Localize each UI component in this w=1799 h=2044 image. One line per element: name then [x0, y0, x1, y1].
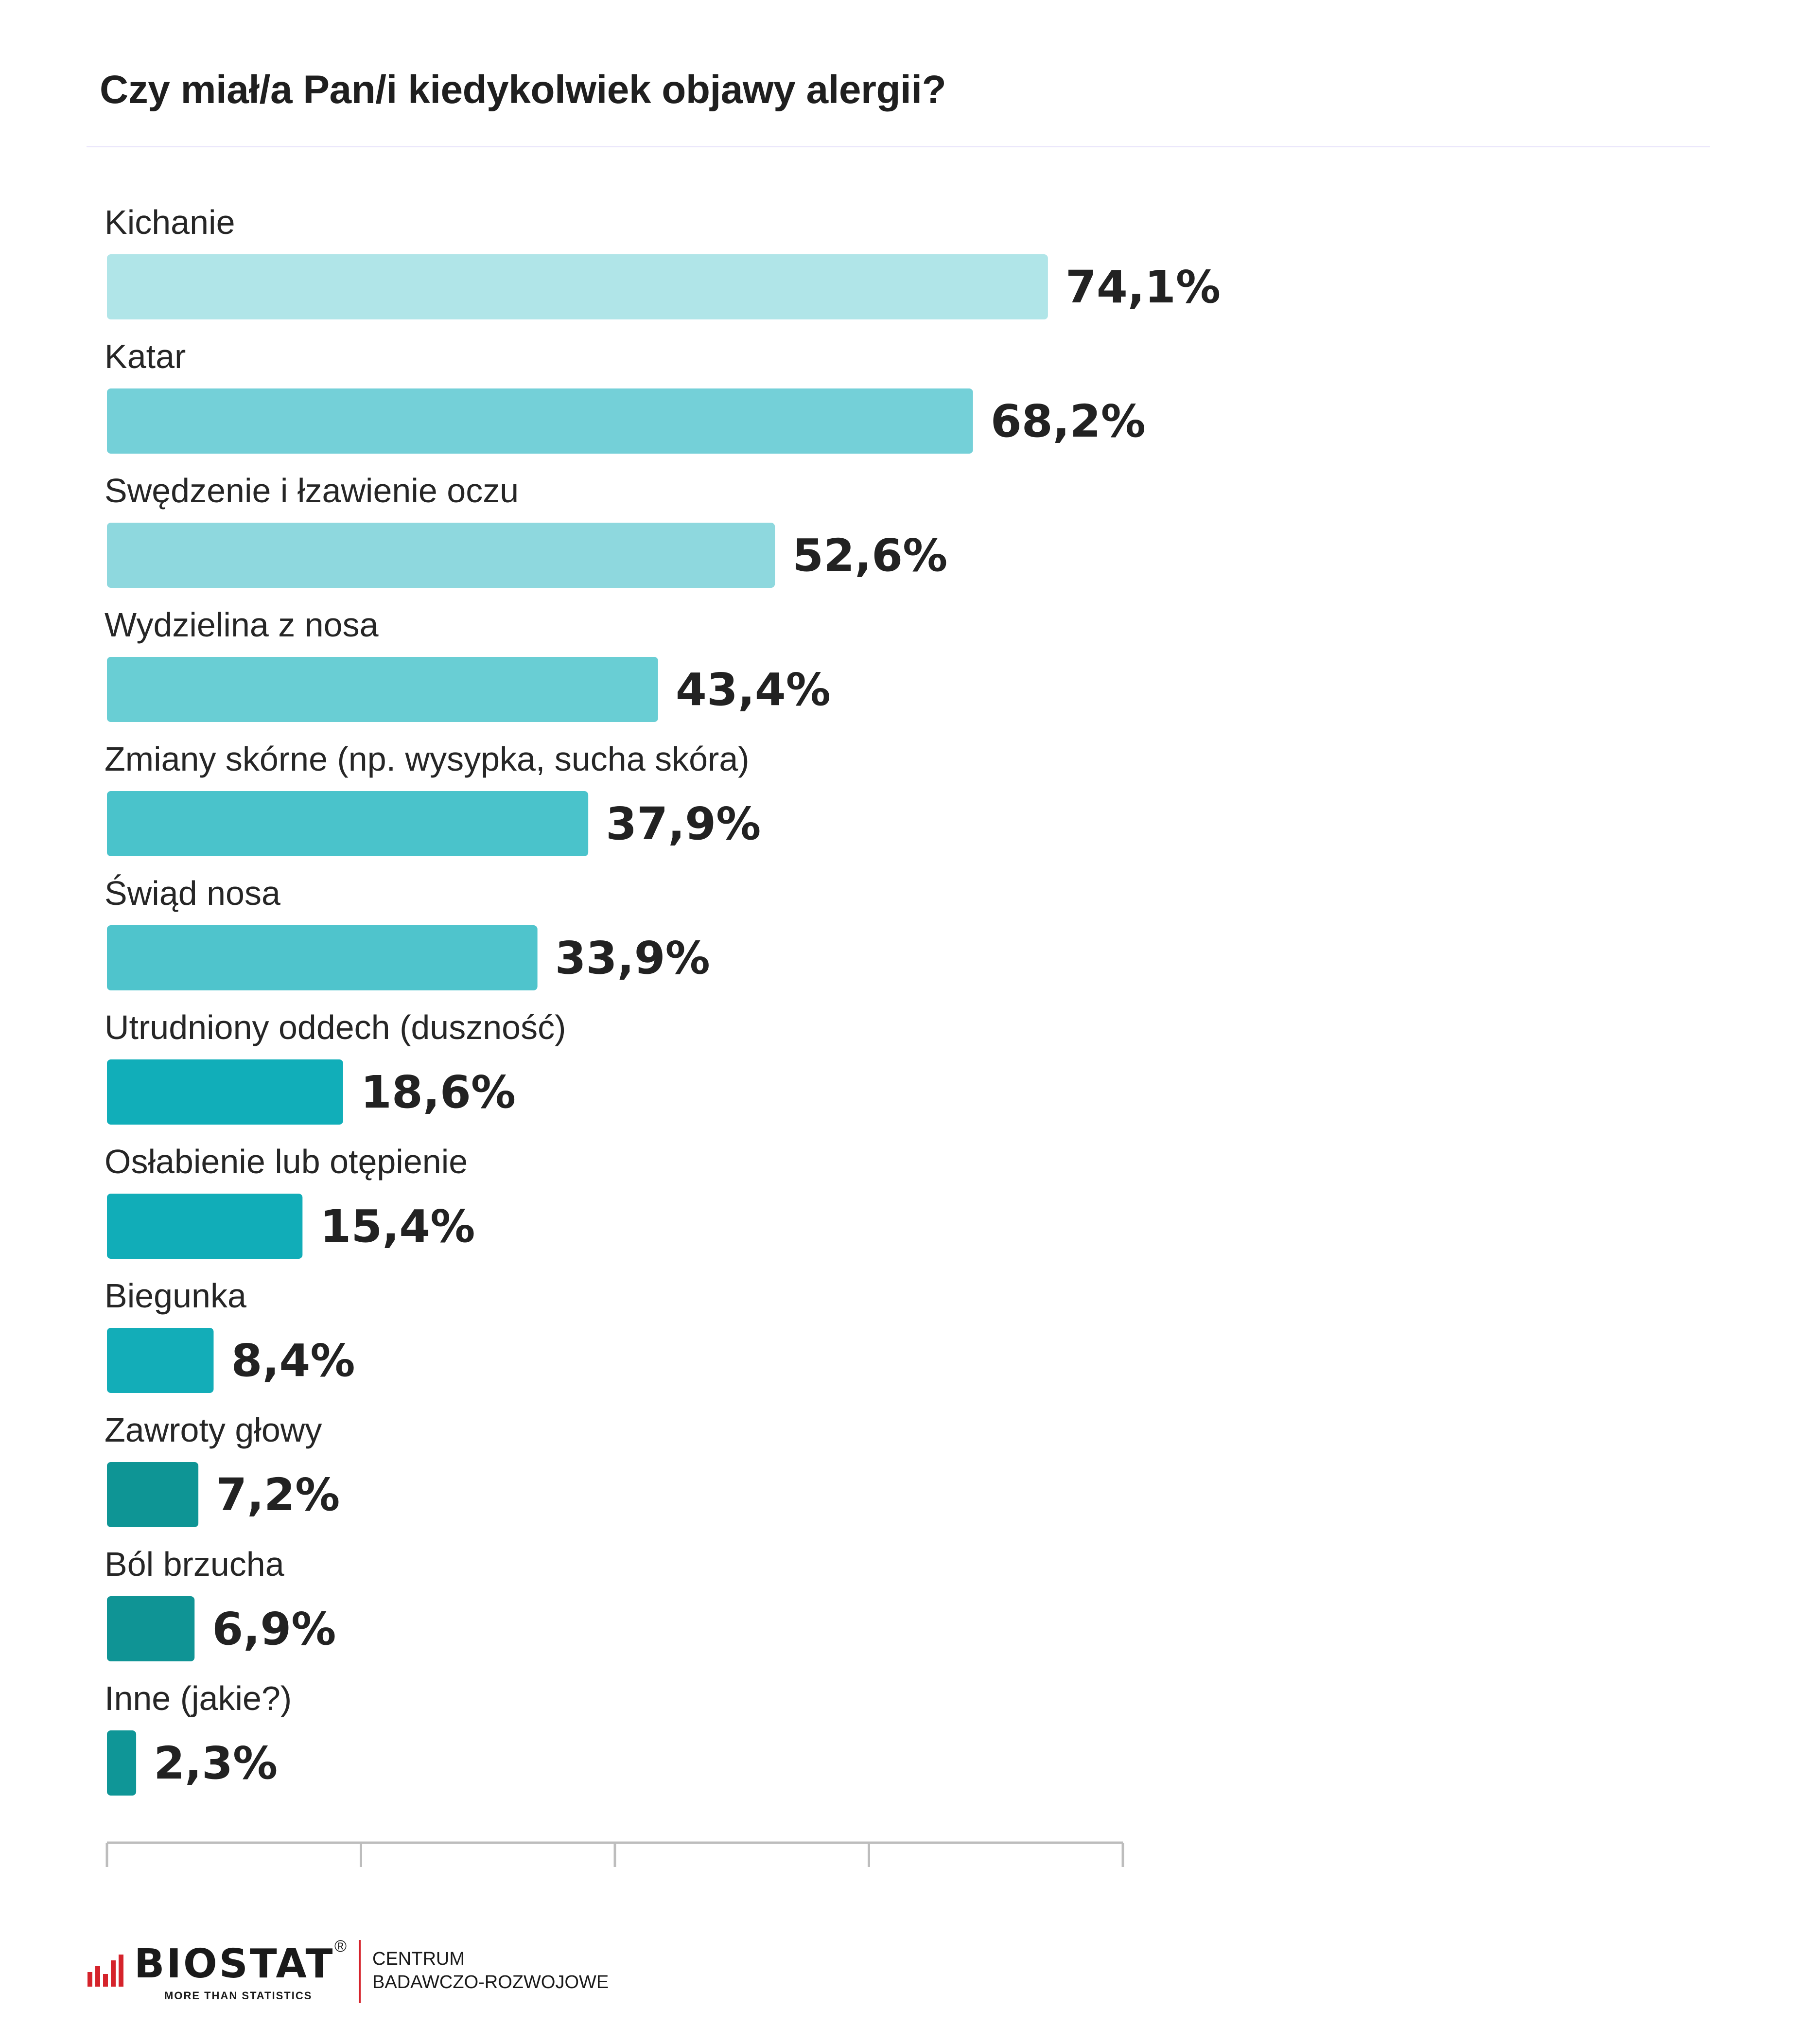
registered-mark: ®	[334, 1937, 347, 1956]
footer-org-line2: BADAWCZO-ROZWOJOWE	[372, 1972, 609, 1992]
bar	[107, 1596, 195, 1661]
value-label: 7,2%	[216, 1469, 340, 1521]
brand-logo: BIOSTAT	[134, 1941, 335, 1987]
category-label: Osłabienie lub otępienie	[105, 1143, 468, 1181]
footer-org-line1: CENTRUM	[372, 1949, 465, 1969]
bar	[107, 791, 589, 856]
bar	[107, 1328, 214, 1393]
category-label: Katar	[105, 337, 186, 375]
bar	[107, 1730, 137, 1796]
chart-title: Czy miał/a Pan/i kiedykolwiek objawy ale…	[100, 68, 946, 112]
bar	[107, 254, 1048, 319]
bar	[107, 925, 538, 990]
footer-divider	[359, 1940, 361, 2003]
bar-chart-logo-icon	[87, 1955, 123, 1987]
category-label: Swędzenie i łzawienie oczu	[105, 472, 519, 510]
category-label: Zmiany skórne (np. wysypka, sucha skóra)	[105, 740, 750, 778]
bar	[107, 388, 973, 454]
title-divider	[87, 146, 1710, 147]
category-label: Biegunka	[105, 1277, 246, 1315]
bar-chart: Kichanie 74,1% Katar 68,2% Swędzenie i łzawi…	[105, 203, 1221, 1867]
value-label: 37,9%	[606, 798, 761, 850]
category-label: Wydzielina z nosa	[105, 606, 379, 644]
value-label: 52,6%	[792, 529, 947, 581]
category-label: Inne (jakie?)	[105, 1679, 292, 1717]
category-label: Utrudniony oddech (duszność)	[105, 1008, 566, 1046]
value-label: 2,3%	[154, 1737, 278, 1789]
bar	[107, 657, 658, 722]
value-label: 6,9%	[212, 1603, 336, 1655]
category-label: Świąd nosa	[105, 874, 280, 912]
bar	[107, 523, 775, 588]
value-label: 33,9%	[555, 932, 710, 984]
value-label: 74,1%	[1065, 261, 1221, 313]
footer: BIOSTAT ® MORE THAN STATISTICS CENTRUM B…	[87, 1937, 670, 2008]
value-label: 43,4%	[676, 664, 831, 716]
category-label: Zawroty głowy	[105, 1411, 322, 1449]
value-label: 68,2%	[991, 395, 1146, 447]
bar	[107, 1059, 343, 1125]
value-label: 8,4%	[231, 1335, 355, 1387]
category-label: Kichanie	[105, 203, 235, 241]
value-label: 18,6%	[361, 1066, 516, 1118]
bar	[107, 1194, 303, 1259]
category-label: Ból brzucha	[105, 1545, 284, 1583]
value-label: 15,4%	[320, 1200, 475, 1252]
brand-tagline: MORE THAN STATISTICS	[164, 1990, 313, 2002]
bar	[107, 1462, 199, 1527]
